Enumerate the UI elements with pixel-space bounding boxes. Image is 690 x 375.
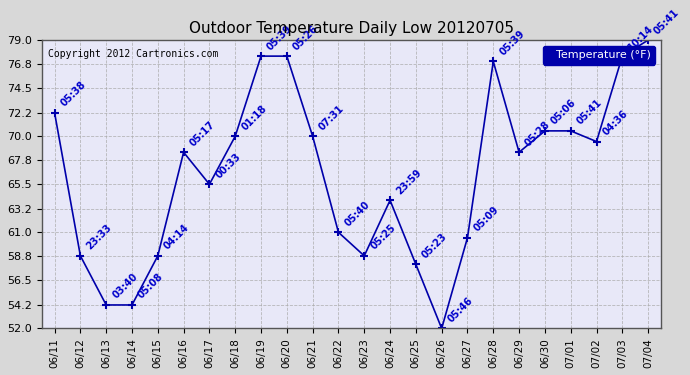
- Text: 05:17: 05:17: [188, 119, 217, 148]
- Text: 07:31: 07:31: [317, 103, 346, 132]
- Text: 23:59: 23:59: [394, 167, 423, 196]
- Text: 05:26: 05:26: [291, 23, 320, 52]
- Text: 05:46: 05:46: [446, 295, 475, 324]
- Text: 05:08: 05:08: [136, 272, 165, 301]
- Legend: Temperature (°F): Temperature (°F): [543, 46, 655, 64]
- Text: 05:39: 05:39: [497, 28, 526, 57]
- Text: 04:36: 04:36: [601, 108, 630, 137]
- Text: 05:09: 05:09: [472, 204, 501, 234]
- Text: 05:06: 05:06: [549, 98, 578, 127]
- Title: Outdoor Temperature Daily Low 20120705: Outdoor Temperature Daily Low 20120705: [189, 21, 514, 36]
- Text: Copyright 2012 Cartronics.com: Copyright 2012 Cartronics.com: [48, 49, 218, 59]
- Text: 05:38: 05:38: [59, 80, 88, 108]
- Text: 05:25: 05:25: [368, 223, 397, 252]
- Text: 00:33: 00:33: [214, 151, 243, 180]
- Text: 05:23: 05:23: [420, 231, 449, 260]
- Text: 05:41: 05:41: [575, 98, 604, 127]
- Text: 03:40: 03:40: [110, 272, 139, 301]
- Text: 05:41: 05:41: [652, 7, 681, 36]
- Text: 05:28: 05:28: [523, 119, 553, 148]
- Text: 05:40: 05:40: [343, 199, 372, 228]
- Text: 01:18: 01:18: [239, 103, 268, 132]
- Text: 10:14: 10:14: [627, 23, 655, 52]
- Text: 04:14: 04:14: [162, 223, 191, 252]
- Text: 05:39: 05:39: [265, 23, 294, 52]
- Text: 23:33: 23:33: [85, 223, 114, 252]
